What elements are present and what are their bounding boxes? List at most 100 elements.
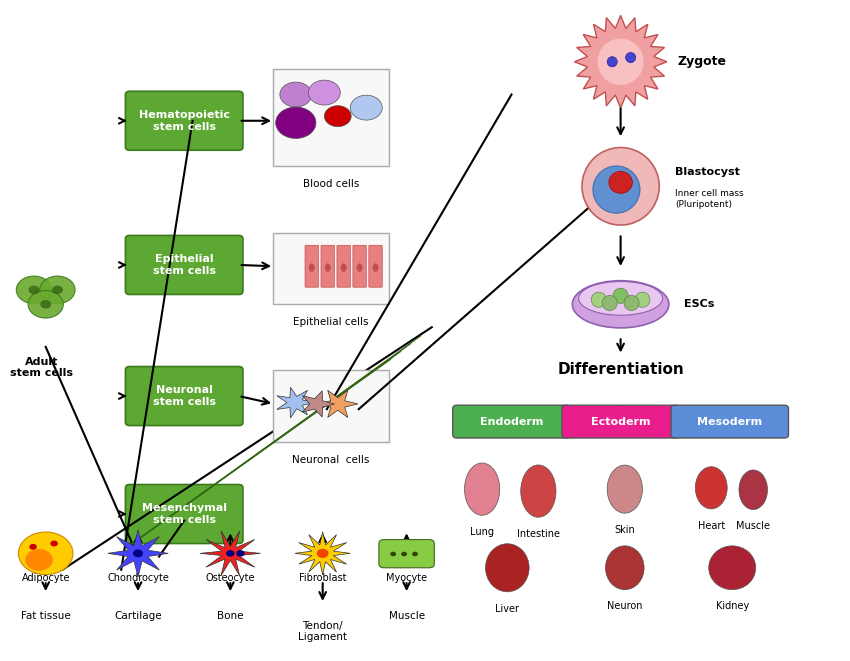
Polygon shape: [277, 387, 315, 418]
FancyBboxPatch shape: [562, 405, 679, 438]
Ellipse shape: [635, 292, 650, 307]
Text: Adult
stem cells: Adult stem cells: [10, 357, 73, 378]
Polygon shape: [303, 391, 334, 417]
FancyBboxPatch shape: [273, 233, 389, 304]
Text: Muscle: Muscle: [388, 611, 425, 621]
Text: Cartilage: Cartilage: [114, 611, 162, 621]
Ellipse shape: [357, 263, 363, 272]
Ellipse shape: [521, 465, 556, 517]
Text: Myocyte: Myocyte: [386, 573, 428, 583]
FancyBboxPatch shape: [126, 485, 243, 543]
FancyBboxPatch shape: [126, 235, 243, 294]
Text: Skin: Skin: [615, 525, 635, 535]
Ellipse shape: [40, 300, 51, 309]
Text: Epithelial cells: Epithelial cells: [293, 317, 369, 327]
Text: Liver: Liver: [496, 603, 519, 613]
Ellipse shape: [401, 552, 407, 557]
Text: Tendon/
Ligament: Tendon/ Ligament: [298, 621, 347, 642]
Text: Lung: Lung: [470, 527, 494, 537]
Ellipse shape: [275, 107, 316, 138]
Ellipse shape: [28, 291, 63, 318]
Ellipse shape: [280, 82, 312, 107]
Ellipse shape: [709, 546, 756, 590]
Ellipse shape: [592, 292, 606, 307]
Text: Muscle: Muscle: [736, 522, 770, 531]
FancyBboxPatch shape: [337, 245, 350, 288]
Ellipse shape: [19, 532, 73, 574]
Ellipse shape: [695, 467, 728, 509]
Ellipse shape: [350, 95, 382, 120]
Ellipse shape: [52, 286, 63, 294]
Ellipse shape: [485, 544, 530, 592]
Ellipse shape: [739, 470, 768, 510]
FancyBboxPatch shape: [453, 405, 570, 438]
Text: Neuron: Neuron: [607, 602, 643, 611]
Ellipse shape: [412, 552, 418, 557]
Ellipse shape: [325, 263, 331, 272]
Text: Fibroblast: Fibroblast: [299, 573, 347, 583]
Ellipse shape: [40, 276, 75, 303]
Text: Endoderm: Endoderm: [479, 417, 543, 427]
Text: Fat tissue: Fat tissue: [20, 611, 71, 621]
Ellipse shape: [236, 550, 245, 557]
Text: Inner cell mass
(Pluripotent): Inner cell mass (Pluripotent): [675, 189, 744, 210]
Text: Neuronal
stem cells: Neuronal stem cells: [153, 385, 216, 407]
Ellipse shape: [309, 263, 314, 272]
Ellipse shape: [226, 550, 235, 557]
Text: Epithelial
stem cells: Epithelial stem cells: [153, 254, 216, 276]
Polygon shape: [295, 531, 350, 575]
Text: Adipocyte: Adipocyte: [21, 573, 70, 583]
Text: Intestine: Intestine: [517, 529, 560, 539]
Ellipse shape: [593, 166, 640, 214]
Polygon shape: [575, 15, 666, 108]
Text: Blood cells: Blood cells: [303, 179, 360, 190]
Ellipse shape: [372, 263, 378, 272]
Ellipse shape: [607, 465, 643, 513]
FancyBboxPatch shape: [321, 245, 334, 288]
Ellipse shape: [26, 549, 53, 570]
Text: Neuronal  cells: Neuronal cells: [292, 455, 370, 465]
Text: Osteocyte: Osteocyte: [206, 573, 255, 583]
FancyBboxPatch shape: [369, 245, 382, 288]
Ellipse shape: [30, 544, 37, 550]
Text: Heart: Heart: [698, 521, 725, 531]
Ellipse shape: [626, 52, 636, 63]
Text: Ectoderm: Ectoderm: [591, 417, 650, 427]
Text: Mesenchymal
stem cells: Mesenchymal stem cells: [142, 503, 227, 525]
Text: Differentiation: Differentiation: [558, 362, 684, 377]
Polygon shape: [200, 531, 261, 576]
Ellipse shape: [605, 546, 644, 590]
Ellipse shape: [602, 295, 617, 311]
Ellipse shape: [325, 106, 351, 127]
Ellipse shape: [582, 147, 660, 225]
Text: Zygote: Zygote: [677, 56, 727, 68]
FancyBboxPatch shape: [305, 245, 319, 288]
Ellipse shape: [133, 549, 143, 557]
Ellipse shape: [50, 541, 58, 547]
Ellipse shape: [579, 282, 663, 315]
Ellipse shape: [16, 276, 52, 303]
Text: Bone: Bone: [217, 611, 244, 621]
FancyBboxPatch shape: [273, 69, 389, 167]
Polygon shape: [108, 529, 168, 577]
Ellipse shape: [309, 80, 340, 105]
Ellipse shape: [317, 549, 329, 558]
Ellipse shape: [607, 57, 617, 67]
Ellipse shape: [572, 281, 669, 328]
Text: Hematopoietic
stem cells: Hematopoietic stem cells: [139, 110, 230, 132]
Ellipse shape: [464, 463, 500, 515]
Polygon shape: [318, 390, 358, 418]
Text: Chondrocyte: Chondrocyte: [107, 573, 169, 583]
FancyBboxPatch shape: [126, 91, 243, 150]
FancyBboxPatch shape: [126, 367, 243, 426]
Ellipse shape: [624, 295, 639, 311]
FancyBboxPatch shape: [671, 405, 789, 438]
FancyBboxPatch shape: [353, 245, 366, 288]
Text: Kidney: Kidney: [716, 602, 749, 611]
FancyBboxPatch shape: [273, 370, 389, 442]
Ellipse shape: [29, 286, 39, 294]
Ellipse shape: [390, 552, 396, 557]
Ellipse shape: [598, 38, 643, 85]
Text: Mesoderm: Mesoderm: [697, 417, 762, 427]
Ellipse shape: [609, 171, 632, 193]
